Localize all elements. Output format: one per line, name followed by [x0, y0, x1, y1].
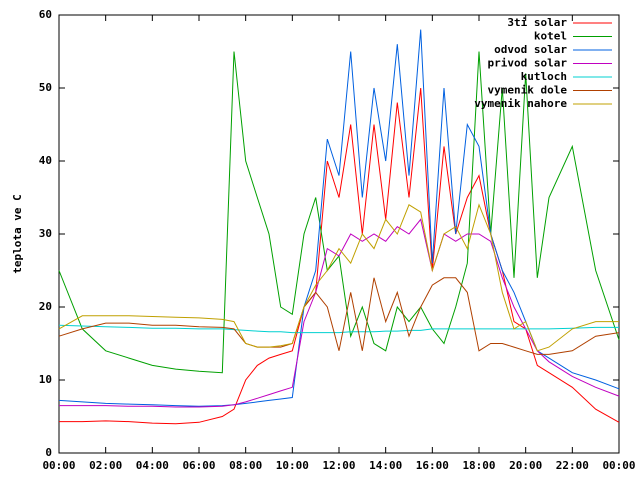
x-tick-label: 12:00 [322, 459, 355, 472]
legend-label: kotel [534, 30, 567, 43]
y-tick-label: 40 [39, 154, 52, 167]
y-axis-label: teplota ve C [11, 194, 24, 273]
y-tick-label: 0 [45, 446, 52, 459]
series-line [58, 51, 620, 374]
y-tick-label: 30 [39, 227, 52, 240]
series-line [58, 29, 620, 407]
y-tick-label: 20 [39, 300, 52, 313]
legend-label: privod solar [488, 57, 568, 70]
series-line [58, 277, 620, 355]
x-tick-label: 00:00 [602, 459, 635, 472]
legend-label: vymenik nahore [474, 97, 567, 110]
x-tick-label: 14:00 [369, 459, 402, 472]
series-line [58, 203, 619, 352]
x-tick-label: 00:00 [42, 459, 75, 472]
x-tick-label: 10:00 [276, 459, 309, 472]
legend-label: kutloch [521, 70, 567, 83]
y-tick-label: 60 [39, 8, 52, 21]
series-line [58, 324, 619, 334]
x-tick-label: 02:00 [89, 459, 122, 472]
x-tick-label: 04:00 [136, 459, 169, 472]
x-tick-label: 06:00 [182, 459, 215, 472]
legend-label: odvod solar [494, 43, 567, 56]
y-tick-label: 10 [39, 373, 52, 386]
legend-label: vymenik dole [488, 84, 568, 97]
series-line [59, 218, 620, 408]
x-tick-label: 20:00 [509, 459, 542, 472]
x-tick-label: 18:00 [462, 459, 495, 472]
y-tick-label: 50 [39, 81, 52, 94]
x-tick-label: 16:00 [416, 459, 449, 472]
x-tick-label: 08:00 [229, 459, 262, 472]
legend-label: 3ti solar [507, 16, 567, 29]
x-tick-label: 22:00 [556, 459, 589, 472]
